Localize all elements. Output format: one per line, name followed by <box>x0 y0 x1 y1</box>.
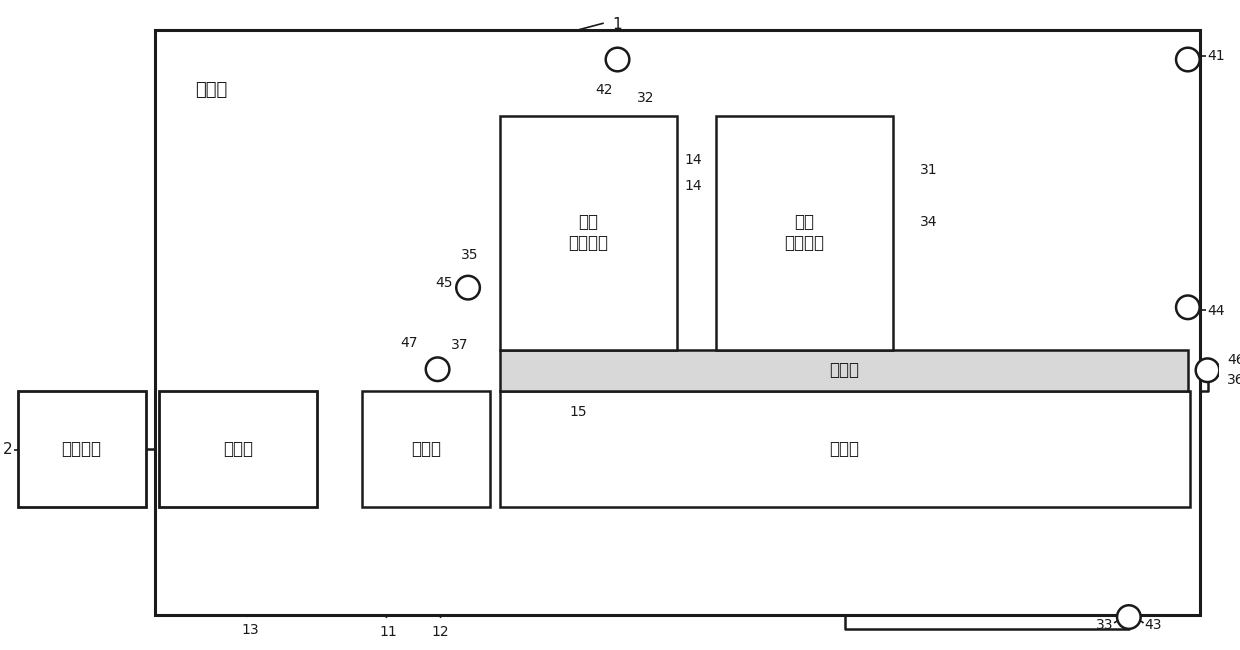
Text: 集水池: 集水池 <box>828 361 858 379</box>
Text: 31: 31 <box>920 162 937 177</box>
Text: 生化塔: 生化塔 <box>195 81 227 99</box>
Text: 41: 41 <box>1208 49 1225 62</box>
Text: 35: 35 <box>461 248 479 262</box>
Circle shape <box>425 358 449 381</box>
Circle shape <box>1117 605 1141 629</box>
Text: 调节池: 调节池 <box>410 440 440 458</box>
Text: 33: 33 <box>1096 618 1114 632</box>
Text: 34: 34 <box>920 214 937 229</box>
Text: 第二
滴滤装置: 第二 滴滤装置 <box>568 213 608 252</box>
Text: 15: 15 <box>569 405 587 419</box>
Text: 46: 46 <box>1228 354 1240 367</box>
Text: 44: 44 <box>1208 304 1225 318</box>
Text: 第一
滴滤装置: 第一 滴滤装置 <box>785 213 825 252</box>
Circle shape <box>456 276 480 300</box>
Bar <box>17 391 145 507</box>
Text: 2: 2 <box>4 443 12 458</box>
Text: 43: 43 <box>1145 618 1162 632</box>
Circle shape <box>1176 296 1199 319</box>
Circle shape <box>1195 358 1219 382</box>
Text: 42: 42 <box>595 83 613 97</box>
Text: 12: 12 <box>432 625 449 639</box>
Text: 14: 14 <box>684 179 702 193</box>
Circle shape <box>1176 47 1199 72</box>
Text: 1: 1 <box>613 17 622 32</box>
Text: 缺氧池: 缺氧池 <box>830 440 859 458</box>
Text: 45: 45 <box>435 276 453 290</box>
Text: 人工湿地: 人工湿地 <box>62 440 102 458</box>
Text: 36: 36 <box>1228 373 1240 387</box>
Text: 11: 11 <box>379 625 397 639</box>
Bar <box>362 391 490 507</box>
Text: 14: 14 <box>684 153 702 167</box>
Bar <box>500 391 1190 507</box>
Bar <box>500 116 677 350</box>
Bar <box>159 391 316 507</box>
Text: 37: 37 <box>451 337 469 352</box>
Text: 沉淠池: 沉淠池 <box>223 440 253 458</box>
Bar <box>500 350 1188 391</box>
Bar <box>155 30 1199 615</box>
Text: 32: 32 <box>637 91 655 105</box>
Text: 47: 47 <box>401 335 418 350</box>
Text: 13: 13 <box>242 623 259 637</box>
Circle shape <box>605 47 630 72</box>
Bar <box>715 116 893 350</box>
